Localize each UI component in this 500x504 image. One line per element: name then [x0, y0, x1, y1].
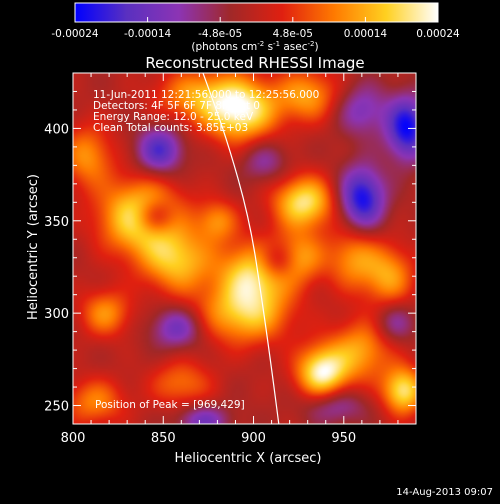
y-tick-label: 350: [44, 215, 69, 230]
colorbar-units: (photons cm-2 s-1 asec-2): [191, 40, 318, 53]
annotations: 11-Jun-2011 12:21:56.000 to 12:25:56.000…: [93, 89, 319, 411]
annotation-time-range: 11-Jun-2011 12:21:56.000 to 12:25:56.000: [93, 89, 319, 101]
colorbar-tick-label: -0.00014: [124, 28, 172, 40]
x-tick-label: 850: [151, 431, 176, 446]
plot-area: 800 850 900 950 250 300 350 400: [44, 72, 417, 446]
colorbar-tick-label: -4.8e-05: [198, 28, 242, 40]
colorbar-tick-label: 0.00014: [344, 28, 388, 40]
plot-frame: [72, 72, 417, 425]
y-axis-label: Heliocentric Y (arcsec): [26, 174, 41, 320]
heatmap-image: [73, 73, 416, 424]
chart-title: Reconstructed RHESSI Image: [145, 54, 364, 72]
annotation-detectors: Detectors: 4F 5F 6F 7F 8F, Att 0: [93, 100, 260, 112]
y-tick-label: 300: [44, 307, 69, 322]
x-tick-label: 800: [61, 431, 86, 446]
footer-date: 14-Aug-2013 09:07: [396, 487, 493, 498]
colorbar-tick-label: -0.00024: [51, 28, 99, 40]
annotation-energy: Energy Range: 12.0 - 25.0 keV: [93, 111, 254, 123]
annotation-peak: Position of Peak = [969,429]: [95, 399, 245, 411]
x-tick-label: 950: [331, 431, 356, 446]
x-axis-label: Heliocentric X (arcsec): [175, 451, 322, 466]
y-tick-label: 250: [44, 400, 69, 415]
colorbar: -0.00024 -0.00014 -4.8e-05 4.8e-05 0.00014 0.…: [51, 2, 460, 53]
axis-ticks: 800 850 900 950 250 300 350 400: [44, 72, 417, 446]
colorbar-ticks: -0.00024 -0.00014 -4.8e-05 4.8e-05 0.00014 0.…: [51, 17, 460, 40]
solar-limb-line: [202, 73, 280, 424]
y-tick-label: 400: [44, 122, 69, 137]
x-tick-label: 900: [241, 431, 266, 446]
colorbar-gradient: [74, 2, 439, 23]
colorbar-tick-label: 4.8e-05: [273, 28, 313, 40]
colorbar-tick-label: 0.00024: [416, 28, 460, 40]
annotation-method: Clean Total counts: 3.85E+03: [93, 122, 248, 134]
